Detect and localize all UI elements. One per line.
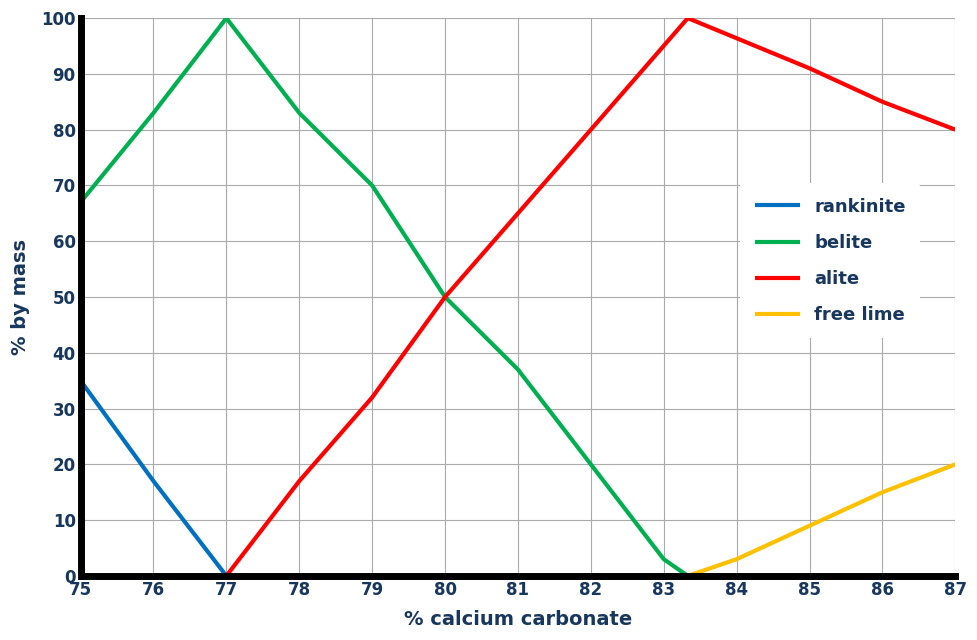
alite xyxy=(220,572,232,580)
Y-axis label: % by mass: % by mass xyxy=(11,239,30,355)
belite xyxy=(658,556,669,563)
belite xyxy=(681,572,693,580)
alite xyxy=(439,293,450,301)
Line: rankinite: rankinite xyxy=(80,381,226,576)
belite xyxy=(366,182,378,189)
alite xyxy=(366,394,378,401)
belite xyxy=(584,461,596,468)
belite xyxy=(148,109,159,116)
rankinite xyxy=(220,572,232,580)
free lime xyxy=(730,556,742,563)
alite xyxy=(875,98,887,106)
free lime xyxy=(681,572,693,580)
alite xyxy=(584,126,596,134)
belite xyxy=(293,109,305,116)
alite xyxy=(949,126,960,134)
Line: free lime: free lime xyxy=(687,465,955,576)
Line: belite: belite xyxy=(80,18,687,576)
alite xyxy=(681,14,693,22)
Line: alite: alite xyxy=(226,18,955,576)
alite xyxy=(512,209,524,217)
Legend: rankinite, belite, alite, free lime: rankinite, belite, alite, free lime xyxy=(740,183,919,339)
free lime xyxy=(949,461,960,468)
alite xyxy=(293,477,305,485)
alite xyxy=(803,65,815,72)
rankinite xyxy=(74,377,86,385)
free lime xyxy=(803,522,815,529)
rankinite xyxy=(148,477,159,485)
belite xyxy=(439,293,450,301)
belite xyxy=(512,365,524,373)
belite xyxy=(74,198,86,206)
X-axis label: % calcium carbonate: % calcium carbonate xyxy=(404,610,631,629)
belite xyxy=(220,14,232,22)
free lime xyxy=(875,488,887,496)
